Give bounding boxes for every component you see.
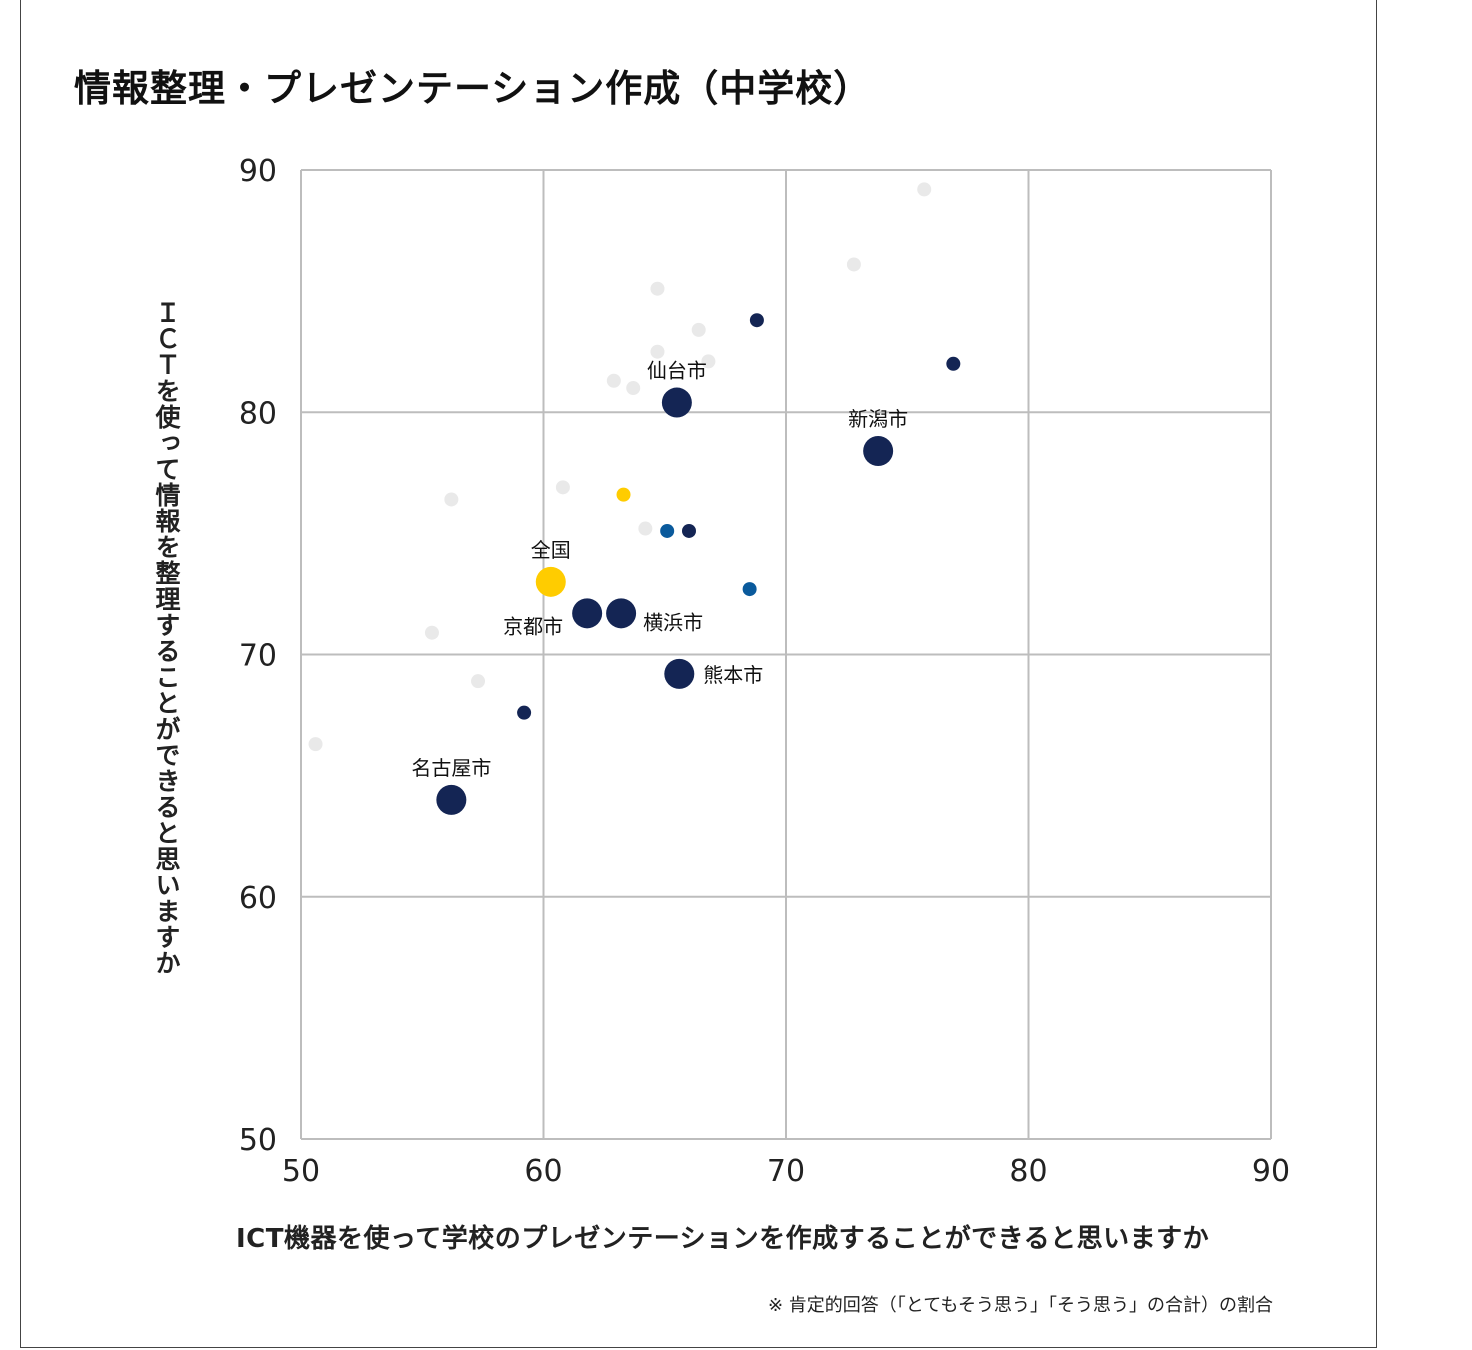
data-point	[650, 281, 665, 296]
data-point	[946, 356, 961, 371]
data-point	[682, 523, 696, 538]
data-point	[606, 373, 621, 388]
data-point	[535, 566, 566, 597]
y-tick-label: 80	[239, 396, 277, 431]
data-point	[308, 737, 323, 752]
y-tick-label: 60	[239, 881, 277, 916]
data-point	[616, 487, 631, 502]
data-point	[664, 658, 695, 689]
footnote: ※ 肯定的回答（「とてもそう思う」「そう思う」の合計）の割合	[768, 1295, 1274, 1316]
x-tick-label: 60	[524, 1154, 562, 1189]
x-tick-label: 90	[1252, 1154, 1290, 1189]
chart-title: 情報整理・プレゼンテーション作成（中学校）	[74, 67, 872, 110]
data-label: 新潟市	[848, 407, 908, 431]
data-point	[555, 480, 570, 495]
data-point	[572, 598, 603, 629]
data-label: 仙台市	[647, 359, 707, 383]
data-point	[661, 387, 692, 418]
data-point	[846, 257, 861, 272]
data-point	[517, 705, 532, 720]
x-tick-label: 70	[767, 1154, 805, 1189]
data-point	[701, 354, 716, 369]
x-tick-label: 50	[282, 1154, 320, 1189]
chart-frame	[20, 0, 1377, 1348]
data-point	[626, 381, 641, 396]
data-point	[436, 784, 467, 815]
y-axis-label: ＩＣＴを使って情報を整理することができると思いますか	[152, 300, 181, 976]
y-tick-label: 90	[239, 154, 277, 189]
data-point	[749, 313, 764, 328]
data-point	[917, 182, 932, 197]
data-point	[691, 322, 706, 337]
x-axis-label: ICT機器を使って学校のプレゼンテーションを作成することができると思いますか	[236, 1224, 1210, 1254]
data-point	[444, 492, 459, 507]
data-point	[742, 582, 757, 597]
data-label: 横浜市	[643, 610, 703, 634]
data-point	[660, 523, 675, 538]
data-label: 熊本市	[703, 663, 763, 687]
y-tick-label: 50	[239, 1123, 277, 1158]
data-point	[606, 598, 637, 629]
y-tick-label: 70	[239, 639, 277, 674]
data-point	[863, 436, 894, 467]
data-point	[650, 344, 665, 359]
data-label: 全国	[531, 538, 571, 562]
data-point	[424, 625, 439, 640]
x-tick-label: 80	[1009, 1154, 1047, 1189]
data-point	[471, 674, 486, 689]
data-point	[638, 521, 653, 536]
data-label: 名古屋市	[411, 756, 491, 780]
data-label: 京都市	[503, 614, 563, 638]
